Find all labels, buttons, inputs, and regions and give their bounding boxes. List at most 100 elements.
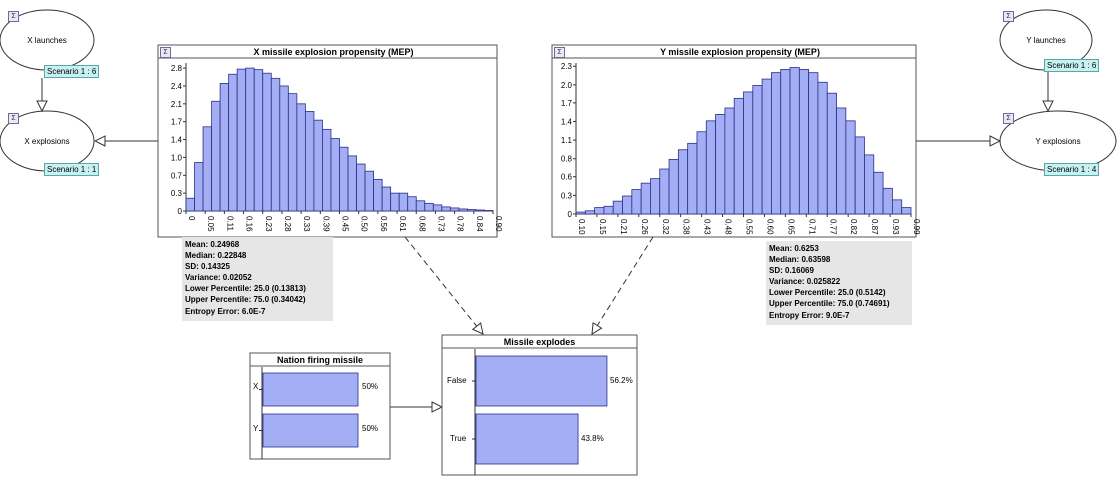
y-stat-mean: Mean: 0.6253	[769, 244, 819, 253]
histogram-bar	[432, 204, 443, 212]
x-tick-label: 0.48	[724, 219, 733, 235]
x-tick-label: 0.78	[456, 216, 465, 232]
x-launches-label: X launches	[27, 36, 67, 45]
y-stat-entropy: Entropy Error: 9.0E-7	[769, 310, 850, 320]
x-tick-label: 0.50	[360, 216, 369, 232]
y-tick-label: 1.0	[171, 153, 183, 162]
histogram-bar	[836, 107, 847, 215]
y-stat-sd: SD: 0.16069	[769, 266, 814, 276]
histogram-bar	[733, 97, 744, 215]
x-tick-label: 0.73	[436, 216, 445, 232]
y-tick-label: 0.7	[171, 171, 183, 180]
y-tick-label: 0.3	[561, 191, 573, 200]
histogram-bar	[687, 142, 698, 215]
y-stat-median: Median: 0.63598	[769, 255, 831, 265]
sigma-icon[interactable]: Σ	[160, 47, 171, 58]
x-stat-median: Median: 0.22848	[185, 251, 247, 261]
histogram-bar	[715, 114, 726, 215]
y-tick-label: 2.8	[171, 64, 183, 73]
x-tick-label: 0.61	[398, 216, 407, 232]
y-tick-label: 1.7	[171, 118, 183, 127]
x-tick-label: 0.10	[577, 219, 586, 235]
histogram-bar	[245, 67, 255, 212]
x-tick-label: 0.90	[494, 216, 503, 232]
y-launches-label: Y launches	[1026, 36, 1066, 45]
histogram-bar	[631, 189, 642, 215]
histogram-bar	[864, 154, 875, 215]
histogram-bar	[347, 155, 357, 212]
histogram-bar	[194, 162, 204, 212]
histogram-bar	[415, 200, 426, 212]
histogram-bar	[424, 202, 434, 212]
histogram-bar	[808, 72, 819, 215]
histogram-bar	[458, 208, 468, 212]
x-tick-label: 0.38	[682, 219, 691, 235]
x-stats-box: Mean: 0.24968 Median: 0.22848 SD: 0.1432…	[182, 237, 333, 321]
y-stat-lower: Lower Percentile: 25.0 (0.5142)	[769, 288, 886, 298]
x-tick-label: 0.05	[206, 216, 215, 232]
histogram-bar	[705, 120, 716, 215]
x-stat-mean: Mean: 0.24968	[185, 240, 240, 249]
y-tick-label: 0	[178, 207, 183, 216]
y-tick-label: 2.3	[561, 62, 573, 71]
x-stat-upper: Upper Percentile: 75.0 (0.34042)	[185, 295, 306, 305]
x-tick-label: 0.55	[745, 219, 754, 235]
histogram-bar	[398, 192, 409, 212]
x-tick-label: 0.16	[245, 216, 254, 232]
histogram-bar	[771, 72, 782, 215]
x-tick-label: 0	[187, 216, 196, 221]
histogram-bar	[407, 196, 417, 212]
histogram-bar	[475, 209, 485, 212]
y-stats-box: Mean: 0.6253 Median: 0.63598 SD: 0.16069…	[766, 241, 912, 325]
sigma-icon[interactable]: Σ	[554, 47, 565, 58]
x-tick-label: 0.93	[891, 219, 900, 235]
explodes-title: Missile explodes	[503, 337, 576, 347]
sigma-icon[interactable]: Σ	[1003, 113, 1014, 124]
x-stat-entropy: Entropy Error: 6.0E-7	[185, 306, 266, 316]
histogram-bar	[622, 195, 633, 215]
x-tick-label: 0.71	[807, 219, 816, 235]
x-tick-label: 0.65	[786, 219, 795, 235]
nation-value-x: 50%	[362, 382, 379, 391]
y-tick-label: 0.6	[561, 173, 573, 182]
y-tick-label: 0	[568, 210, 573, 219]
histogram-bar	[390, 192, 400, 212]
sigma-icon[interactable]: Σ	[8, 11, 19, 22]
y-tick-label: 0.8	[561, 155, 573, 164]
histogram-bar	[202, 126, 212, 212]
nation-value-y: 50%	[362, 424, 379, 433]
explodes-label-false: False	[447, 376, 467, 385]
y-explosions-scenario: Scenario 1 : 4	[1044, 163, 1100, 176]
histogram-bar	[780, 69, 791, 215]
histogram-bar	[228, 73, 238, 212]
y-tick-label: 2.1	[171, 100, 183, 109]
arrow-ymep-to-explodes	[592, 236, 654, 334]
x-tick-label: 0.84	[475, 216, 484, 232]
histogram-bar	[882, 187, 893, 215]
histogram-bar	[304, 111, 315, 212]
histogram-bar	[322, 128, 332, 212]
x-tick-label: 0.60	[765, 219, 774, 235]
histogram-bar	[575, 211, 586, 215]
histogram-bar	[901, 207, 912, 215]
sigma-icon[interactable]: Σ	[8, 113, 19, 124]
y-explosions-label: Y explosions	[1035, 137, 1081, 146]
y-tick-label: 0.3	[171, 189, 183, 198]
histogram-bar	[724, 107, 735, 215]
histogram-bar	[752, 85, 763, 215]
y-mep-chart: 0 0.3 0.6 0.8 1.1 1.4 1.7 2.0 2.3 0.10 0.15 0.21 0.2…	[561, 62, 921, 235]
x-stat-lower: Lower Percentile: 25.0 (0.13813)	[185, 284, 306, 294]
y-tick-label: 1.1	[561, 136, 573, 145]
histogram-bar	[441, 206, 451, 212]
explodes-bar	[475, 413, 579, 465]
sigma-icon[interactable]: Σ	[1003, 11, 1014, 22]
histogram-bar	[789, 67, 800, 215]
y-tick-label: 2.0	[561, 81, 573, 90]
y-tick-label: 1.4	[171, 136, 183, 145]
histogram-bar	[253, 69, 264, 212]
histogram-bar	[659, 168, 670, 215]
histogram-bar	[873, 171, 884, 215]
x-stat-sd: SD: 0.14325	[185, 262, 230, 272]
histogram-bar	[594, 207, 605, 215]
nation-bar	[262, 413, 359, 448]
